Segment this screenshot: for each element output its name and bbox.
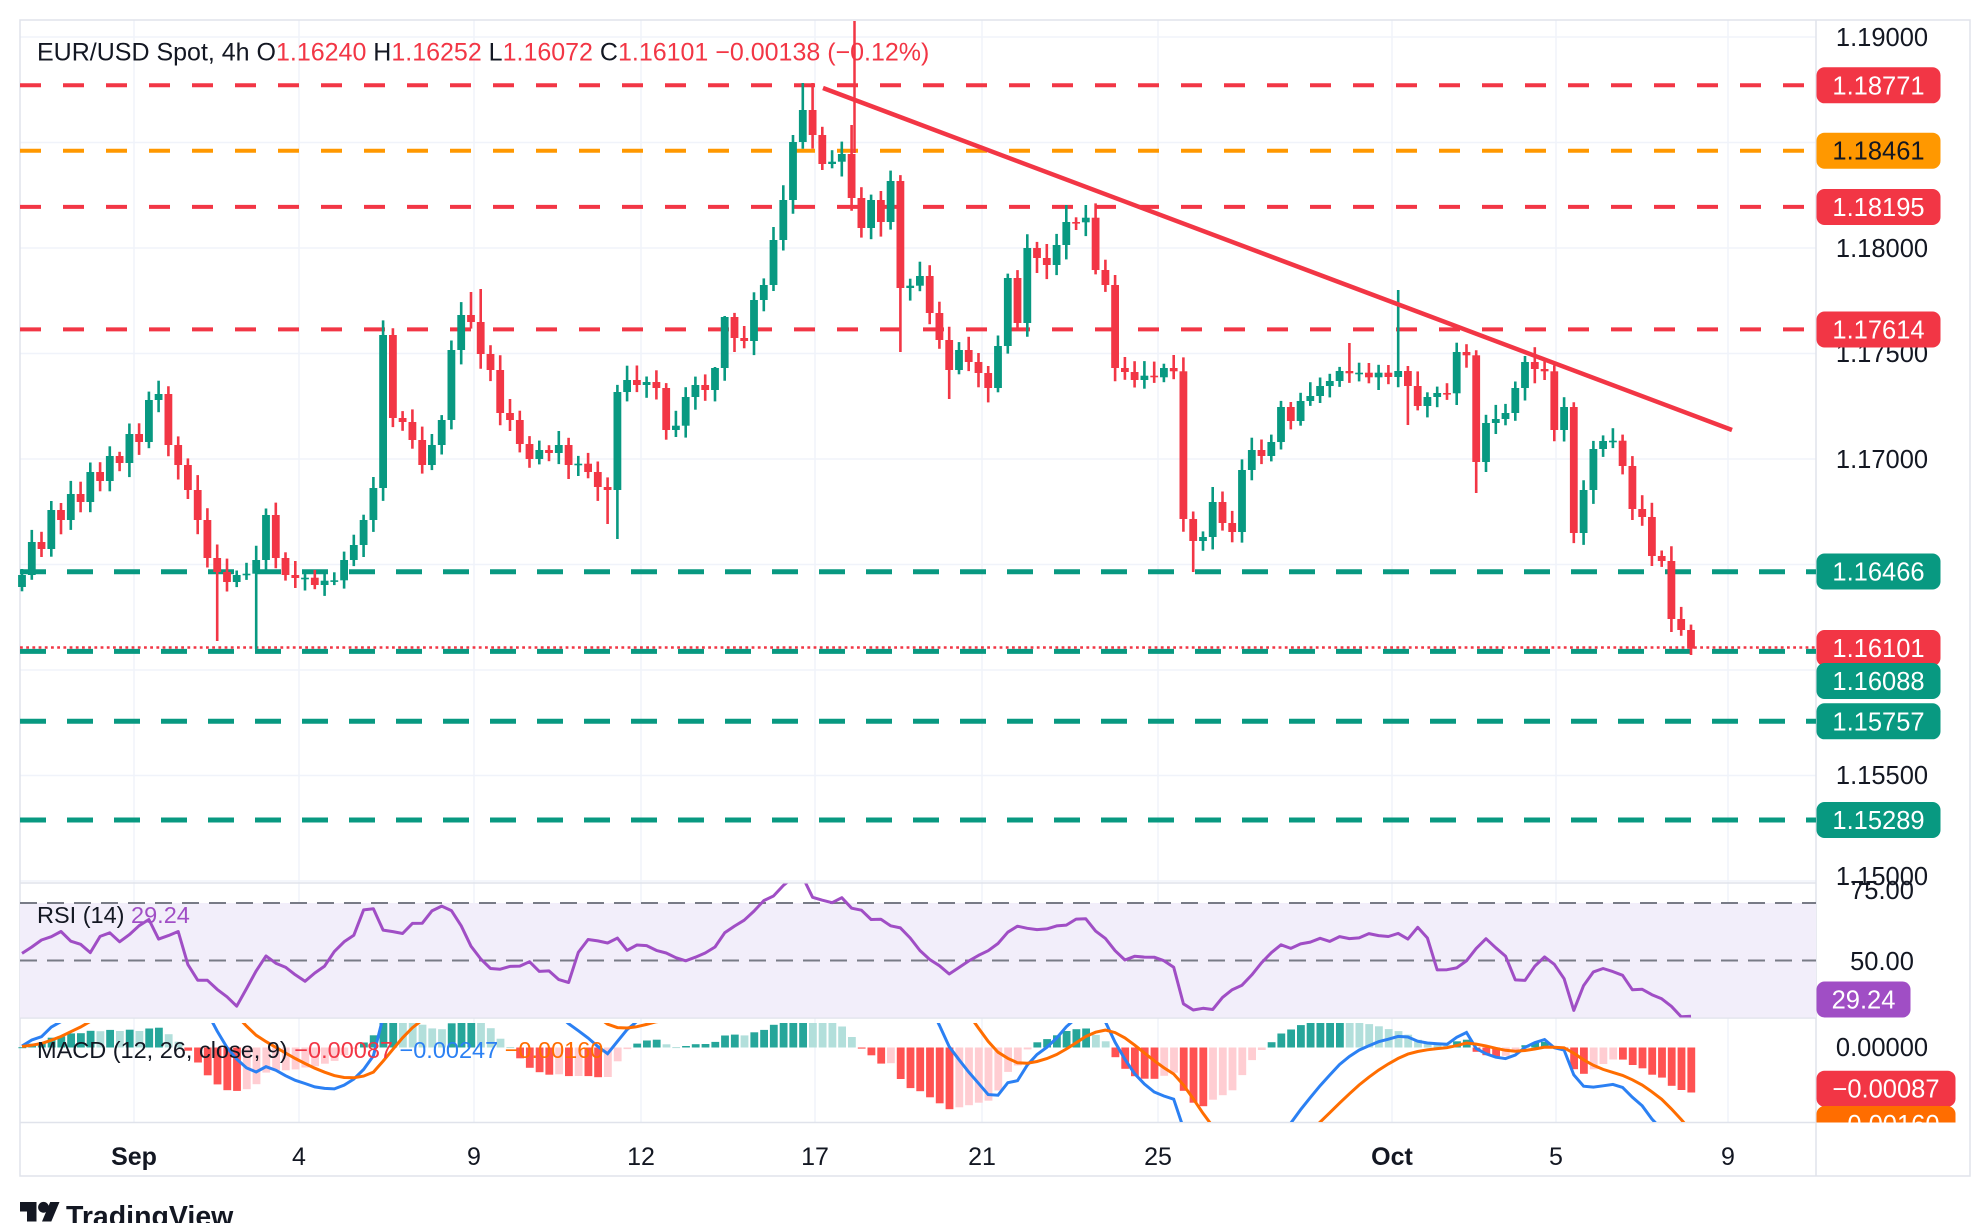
svg-text:0.00000: 0.00000	[1836, 1034, 1928, 1062]
svg-text:25: 25	[1144, 1143, 1172, 1171]
svg-text:9: 9	[1721, 1143, 1735, 1171]
svg-text:MACD (12, 26, close, 9) −0.00: MACD (12, 26, close, 9) −0.00087 −0.0024…	[37, 1037, 603, 1063]
svg-text:1.18771: 1.18771	[1832, 72, 1924, 100]
svg-text:29.24: 29.24	[1832, 987, 1896, 1015]
svg-text:12: 12	[627, 1143, 655, 1171]
svg-text:1.15000: 1.15000	[1836, 863, 1928, 891]
svg-text:1.15500: 1.15500	[1836, 762, 1928, 790]
svg-text:1.15757: 1.15757	[1832, 708, 1924, 736]
svg-text:1.17000: 1.17000	[1836, 446, 1928, 474]
svg-text:Oct: Oct	[1371, 1143, 1413, 1171]
svg-text:1.17614: 1.17614	[1832, 317, 1924, 345]
svg-text:50.00: 50.00	[1850, 948, 1914, 976]
svg-text:75.00: 75.00	[1850, 877, 1914, 905]
svg-text:1.19000: 1.19000	[1836, 24, 1928, 52]
svg-text:21: 21	[968, 1143, 996, 1171]
svg-text:1.18461: 1.18461	[1832, 138, 1924, 166]
svg-text:TradingView: TradingView	[66, 1201, 234, 1223]
svg-text:1.16466: 1.16466	[1832, 559, 1924, 587]
svg-text:9: 9	[467, 1143, 481, 1171]
svg-text:RSI (14) 29.24: RSI (14) 29.24	[37, 902, 190, 928]
svg-text:1.18000: 1.18000	[1836, 235, 1928, 263]
svg-text:1.18195: 1.18195	[1832, 194, 1924, 222]
svg-text:−0.00160: −0.00160	[1832, 1111, 1939, 1139]
svg-text:1.16101: 1.16101	[1832, 635, 1924, 663]
svg-text:−0.00087: −0.00087	[1832, 1076, 1939, 1104]
svg-text:1.16088: 1.16088	[1832, 668, 1924, 696]
svg-text:Sep: Sep	[111, 1143, 157, 1171]
svg-text:4: 4	[292, 1143, 306, 1171]
svg-text:5: 5	[1549, 1143, 1563, 1171]
svg-text:EUR/USD Spot, 4h O1.16240 H1: EUR/USD Spot, 4h O1.16240 H1.16252 L1.16…	[37, 39, 929, 67]
svg-text:1.15289: 1.15289	[1832, 807, 1924, 835]
svg-text:17: 17	[801, 1143, 829, 1171]
